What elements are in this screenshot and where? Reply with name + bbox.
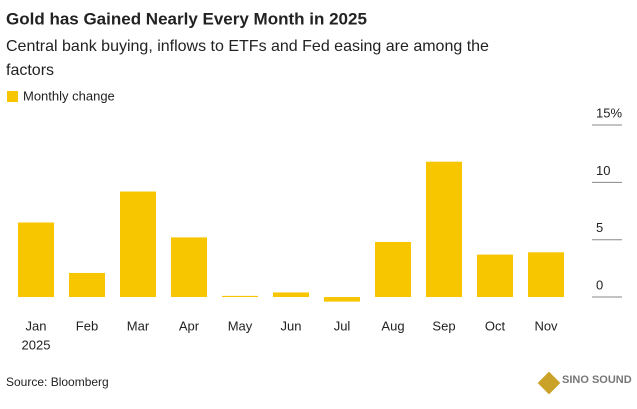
watermark: SINO SOUND	[562, 374, 632, 386]
chart-title: Gold has Gained Nearly Every Month in 20…	[6, 9, 367, 28]
bar	[18, 222, 54, 298]
x-tick-label: Apr	[179, 318, 200, 333]
bar	[273, 292, 309, 298]
x-tick-label: Aug	[381, 318, 404, 333]
y-tick-label: 5	[596, 220, 603, 235]
watermark-logo	[537, 371, 561, 395]
x-tick-label: Jan	[26, 318, 47, 333]
source: Source: Bloomberg	[6, 375, 109, 389]
x-tick-label: May	[228, 318, 253, 333]
legend-label: Monthly change	[23, 88, 115, 103]
x-tick-label: Jul	[334, 318, 351, 333]
y-tick-label: 15%	[596, 105, 622, 120]
legend-swatch	[7, 91, 18, 102]
x-year-label: 2025	[22, 337, 51, 352]
bar	[222, 295, 258, 298]
bar	[69, 272, 105, 298]
x-tick-label: Jun	[281, 318, 302, 333]
bar	[375, 241, 411, 298]
chart-subtitle: Central bank buying, inflows to ETFs and…	[6, 38, 489, 55]
y-tick-label: 10	[596, 163, 610, 178]
y-tick-label: 0	[596, 277, 603, 292]
x-tick-label: Feb	[76, 318, 98, 333]
x-tick-label: Mar	[127, 318, 150, 333]
bar	[120, 191, 156, 298]
bar	[528, 252, 564, 298]
bar	[324, 297, 360, 302]
bar	[477, 254, 513, 298]
x-tick-label: Sep	[432, 318, 455, 333]
bar	[426, 161, 462, 298]
x-tick-label: Nov	[534, 318, 558, 333]
chart-subtitle: factors	[6, 62, 54, 79]
bar	[171, 237, 207, 298]
x-tick-label: Oct	[485, 318, 506, 333]
